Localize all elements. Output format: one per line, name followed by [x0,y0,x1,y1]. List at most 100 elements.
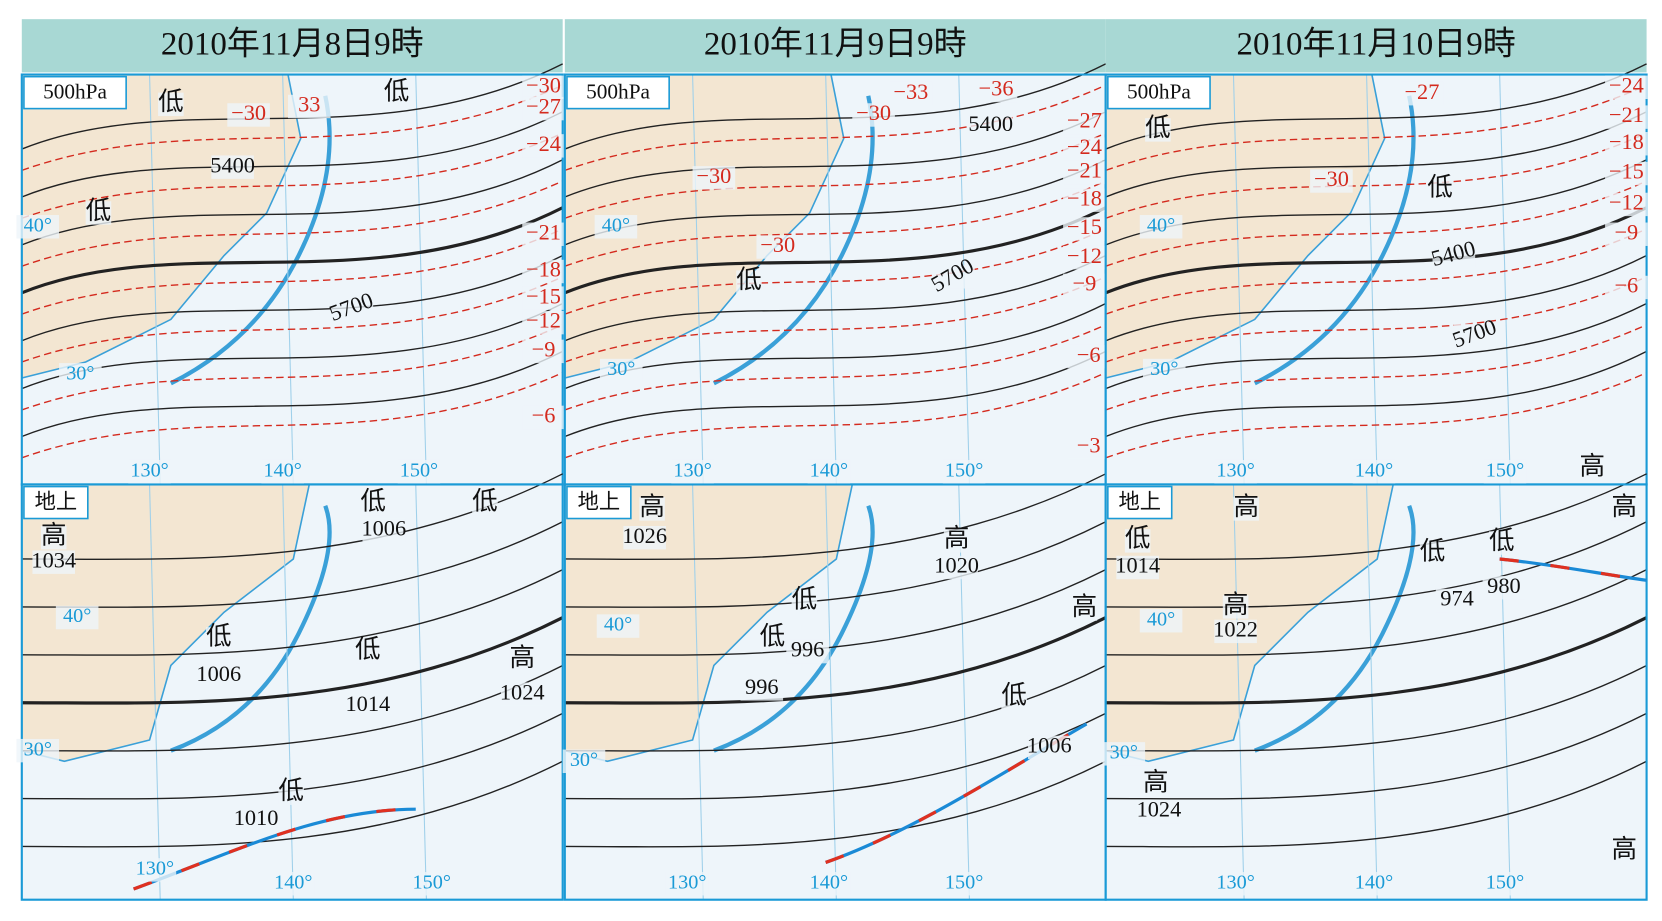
label-bg [59,363,102,387]
label-bg [935,555,978,580]
label-bg [1611,497,1638,521]
coordinate-label: 130° [1216,459,1254,481]
pressure-system: 低 [1125,524,1151,553]
coordinate-label: 140° [1355,871,1393,893]
temperature-label: −3 [1077,432,1101,457]
isobar [564,760,1107,848]
isotherm [1105,372,1647,459]
coordinate-label: 150° [945,871,983,893]
label-bg [410,872,454,896]
japan [170,505,332,753]
coordinate-label: 130° [673,459,711,481]
coordinate-label: 30° [1110,741,1138,763]
meridian [415,74,427,485]
contour-label: 1026 [622,523,667,548]
pressure-system: 低 [206,622,232,651]
contour-label: 5400 [968,111,1013,136]
contour-label: 1006 [196,661,241,686]
level-label: 500hPa [43,80,107,104]
isotherm [21,84,563,172]
coordinate-label: 150° [413,871,451,893]
coordinate-label: 140° [263,459,301,481]
coordinate-label: 130° [668,871,706,893]
label-bg [1483,459,1527,484]
coordinate-label: 140° [274,871,312,893]
label-bg [85,201,112,225]
panel: 2010年11月8日9時500hPa 低低−30 33−30−27−245400低4… [16,19,565,901]
label-bg [227,103,270,127]
label-bg [128,459,171,484]
label-bg [522,222,565,246]
temperature-label: −30 [526,72,561,97]
contour-label: 996 [745,674,779,699]
label-bg [16,738,60,763]
isobar [1105,664,1647,752]
label-bg [1142,358,1186,383]
label-bg [599,358,643,383]
isotherm [21,180,563,267]
label-bg [594,215,638,239]
contour-label: 996 [791,637,825,662]
label-bg [355,639,381,664]
isobar [564,111,1107,198]
pressure-system: 高 [1580,451,1606,480]
isotherm [1105,324,1647,411]
pressure-system: 高 [1611,835,1637,864]
contour-label: 1010 [234,805,279,830]
temperature-label: −24 [526,131,561,156]
pressure-system: 低 [384,77,410,106]
isobar [1105,569,1647,656]
header-bar [21,19,563,73]
contour-label: 1034 [31,547,76,572]
coordinate-label: 150° [945,459,983,481]
isobar [1105,521,1647,608]
isotherm [21,372,563,459]
coordinate-label: 40° [63,605,91,627]
label-bg [278,781,304,805]
label-bg [287,94,331,119]
temperature-label: −9 [1614,219,1638,244]
coordinate-label: 30° [66,362,94,384]
coordinate-label: 40° [1147,608,1175,630]
label-bg [16,215,60,239]
label-bg [974,78,1018,103]
label-bg [665,872,709,896]
isobar [21,111,563,198]
contour-label: 1014 [345,691,390,716]
pressure-system: 低 [278,776,304,805]
temperature-label: −15 [1067,214,1102,239]
coordinate-label: 130° [130,459,168,481]
meridian [1366,74,1378,485]
label-bg [55,605,99,630]
label-bg [522,96,565,121]
label-bg [1453,323,1497,348]
isotherm [21,228,563,315]
isobar [1105,712,1647,800]
isobar [1105,760,1647,848]
isotherm [564,372,1106,459]
isotherm [564,132,1106,219]
label-bg [1139,215,1183,239]
isotherm [564,180,1106,267]
temperature-label: −9 [1073,270,1097,295]
temperature-label: −21 [526,219,561,244]
label-bg [1067,344,1110,369]
meridian [692,484,704,900]
meridian [1232,484,1245,900]
contour-label: 5400 [210,152,255,177]
pressure-system: 低 [355,634,381,663]
pressure-system: 低 [158,87,184,116]
coordinate-label: 130° [136,858,174,880]
contour-label: 1006 [361,515,406,540]
pressure-system: 低 [472,486,498,515]
label-bg [1063,245,1106,270]
meridian [415,484,427,900]
contour-label: 1020 [934,553,979,578]
meridian [1499,74,1511,485]
isobar [564,712,1107,800]
label-bg [261,459,304,484]
temperature-label: −30 [1314,166,1349,191]
isobar [21,159,563,246]
label-bg [1071,597,1098,621]
label-bg [158,92,184,117]
